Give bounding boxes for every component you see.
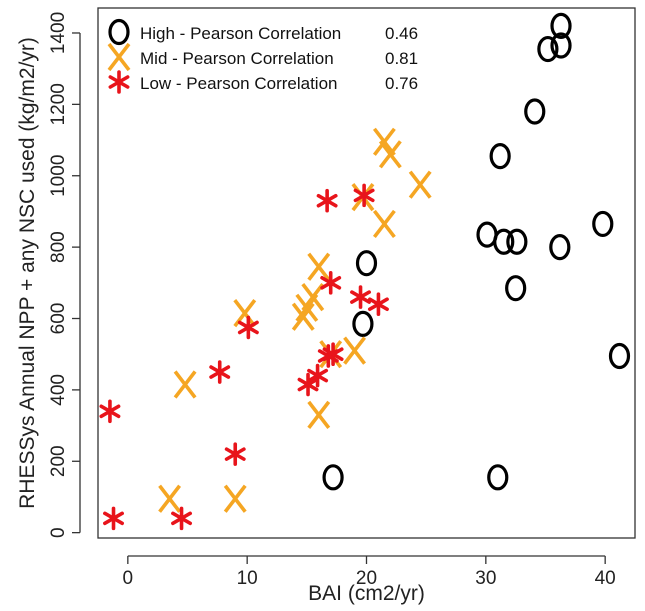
legend-marker-mid <box>107 42 131 72</box>
data-point-mid <box>233 299 257 328</box>
y-tick-label: 0 <box>48 527 69 538</box>
legend-marker-high <box>108 18 130 46</box>
data-point-low <box>367 292 389 317</box>
data-point-high <box>524 98 546 125</box>
data-point-high <box>592 210 614 238</box>
legend-label: High - Pearson Correlation <box>140 24 341 43</box>
data-point-mid <box>378 140 402 169</box>
plot-frame <box>97 7 636 539</box>
y-tick-label: 1000 <box>48 155 69 197</box>
legend-marker-low <box>108 70 130 94</box>
data-point-low <box>350 285 371 309</box>
data-point-mid <box>291 302 315 331</box>
data-point-mid <box>223 484 247 513</box>
data-point-high <box>489 143 511 170</box>
x-axis-title: BAI (cm2/yr) <box>308 582 425 605</box>
data-point-high <box>550 32 572 59</box>
data-point-low <box>320 271 342 295</box>
data-point-low <box>103 506 124 531</box>
data-point-low <box>171 506 192 531</box>
data-point-mid <box>408 170 432 199</box>
data-point-high <box>493 228 515 255</box>
y-tick-label: 600 <box>48 303 69 335</box>
data-point-high <box>550 12 572 39</box>
data-point-low <box>316 188 338 213</box>
data-point-high <box>506 228 528 255</box>
y-tick-label: 200 <box>48 445 69 477</box>
data-point-mid <box>173 370 197 399</box>
data-point-low <box>317 344 339 368</box>
data-point-mid <box>307 252 331 281</box>
data-point-high <box>537 35 559 63</box>
data-point-low <box>237 315 259 340</box>
data-point-low <box>353 183 375 208</box>
y-tick-label: 800 <box>48 231 69 263</box>
series-low <box>99 183 389 531</box>
data-point-high <box>352 310 374 337</box>
data-point-mid <box>158 484 182 513</box>
legend-correlation-value: 0.46 <box>385 24 418 43</box>
data-point-low <box>99 399 121 424</box>
y-tick-label: 1200 <box>48 83 69 125</box>
data-point-high <box>549 234 571 261</box>
data-point-high <box>355 250 378 277</box>
data-point-mid <box>372 209 396 239</box>
data-point-high <box>505 275 527 302</box>
plot-layer <box>99 12 631 531</box>
data-point-low <box>307 363 329 388</box>
data-point-high <box>608 342 631 370</box>
y-tick-label: 1400 <box>48 12 69 54</box>
data-point-mid <box>343 336 366 365</box>
x-tick-label: 10 <box>237 568 258 589</box>
data-point-low <box>297 372 319 397</box>
legend-correlation-value: 0.81 <box>385 49 418 68</box>
data-point-low <box>209 360 231 384</box>
legend-entry-low: Low - Pearson Correlation 0.76 <box>108 70 418 94</box>
data-point-mid <box>295 293 319 322</box>
data-point-low <box>224 442 246 466</box>
legend-correlation-value: 0.76 <box>385 74 418 93</box>
series-high <box>322 12 631 491</box>
data-point-high <box>487 464 509 491</box>
x-tick-label: 20 <box>356 568 377 589</box>
y-tick-label: 400 <box>48 374 69 406</box>
data-point-high <box>322 464 344 491</box>
series-mid <box>158 127 432 513</box>
legend-label: Mid - Pearson Correlation <box>140 49 334 68</box>
x-tick-label: 0 <box>123 568 134 589</box>
legend-entry-high: High - Pearson Correlation 0.46 <box>108 18 418 46</box>
x-tick-label: 30 <box>475 568 496 589</box>
data-point-mid <box>307 400 331 429</box>
legend-entry-mid: Mid - Pearson Correlation 0.81 <box>107 42 418 72</box>
y-axis-title: RHESSys Annual NPP + any NSC used (kg/m2… <box>16 37 39 509</box>
x-tick-label: 40 <box>595 568 616 589</box>
legend-label: Low - Pearson Correlation <box>140 74 337 93</box>
